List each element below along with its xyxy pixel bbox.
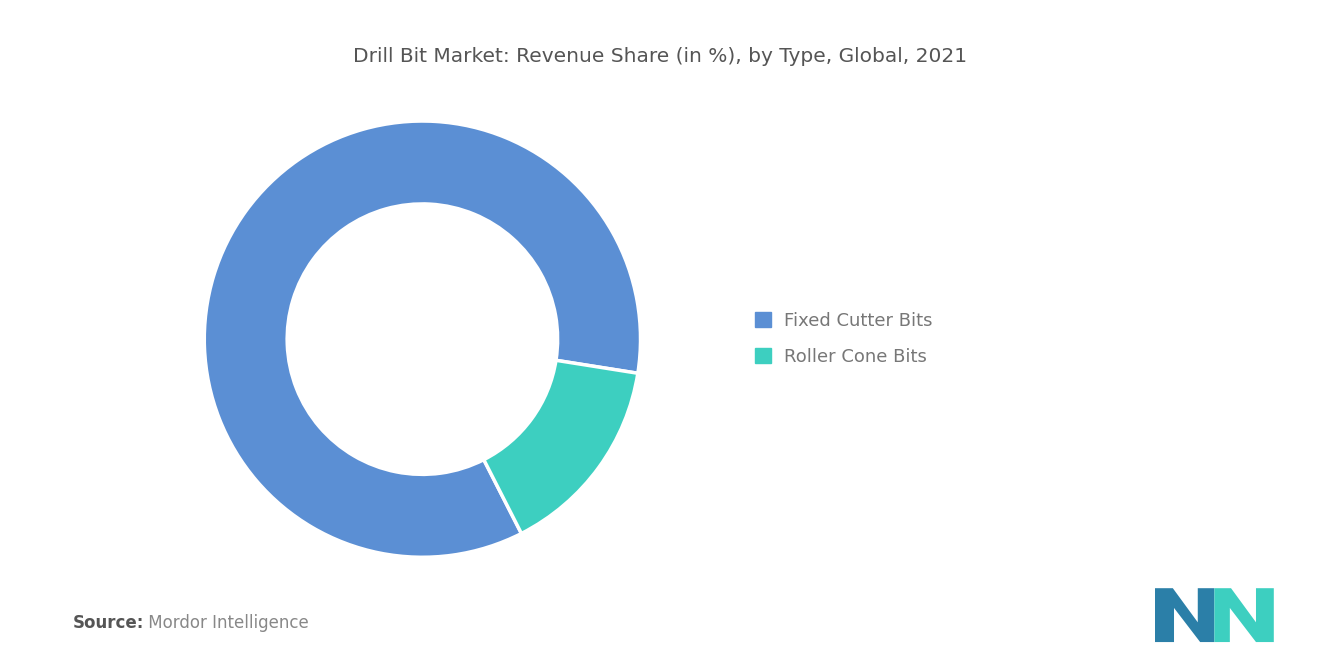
Wedge shape bbox=[205, 121, 640, 557]
Text: Mordor Intelligence: Mordor Intelligence bbox=[143, 614, 309, 632]
Polygon shape bbox=[1214, 589, 1274, 642]
Text: Source:: Source: bbox=[73, 614, 144, 632]
Wedge shape bbox=[484, 360, 638, 533]
Text: Drill Bit Market: Revenue Share (in %), by Type, Global, 2021: Drill Bit Market: Revenue Share (in %), … bbox=[352, 47, 968, 66]
Polygon shape bbox=[1155, 589, 1214, 642]
Legend: Fixed Cutter Bits, Roller Cone Bits: Fixed Cutter Bits, Roller Cone Bits bbox=[747, 305, 940, 374]
